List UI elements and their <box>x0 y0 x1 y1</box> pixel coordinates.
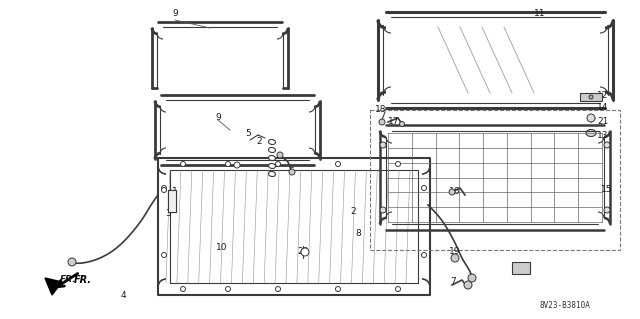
Circle shape <box>275 161 280 167</box>
Text: 12: 12 <box>597 91 609 100</box>
Text: 11: 11 <box>534 10 546 19</box>
Text: 10: 10 <box>216 243 228 253</box>
Text: 19: 19 <box>449 248 461 256</box>
Circle shape <box>180 286 186 292</box>
Text: 20: 20 <box>298 248 308 256</box>
Text: 14: 14 <box>597 102 609 112</box>
Circle shape <box>161 188 166 192</box>
Circle shape <box>449 189 455 195</box>
Circle shape <box>161 253 166 257</box>
Ellipse shape <box>269 147 275 152</box>
Circle shape <box>589 95 593 99</box>
Circle shape <box>380 142 386 148</box>
Text: 8: 8 <box>355 228 361 238</box>
Circle shape <box>399 122 404 127</box>
Circle shape <box>422 253 426 257</box>
Text: 3: 3 <box>165 210 171 219</box>
Circle shape <box>289 169 295 175</box>
Text: 13: 13 <box>597 130 609 139</box>
Circle shape <box>587 114 595 122</box>
Circle shape <box>464 281 472 289</box>
Bar <box>512 262 530 274</box>
Ellipse shape <box>269 163 275 168</box>
Text: 2: 2 <box>350 207 356 217</box>
Text: 7: 7 <box>450 278 456 286</box>
Ellipse shape <box>269 155 275 160</box>
Circle shape <box>396 286 401 292</box>
Text: 6: 6 <box>288 167 294 175</box>
Text: FR.: FR. <box>74 275 92 285</box>
Text: 17: 17 <box>388 117 400 127</box>
Circle shape <box>468 274 476 282</box>
Circle shape <box>380 207 386 213</box>
Circle shape <box>451 254 459 262</box>
Text: 8V23-B3810A: 8V23-B3810A <box>539 301 590 310</box>
Text: FR.: FR. <box>60 276 76 285</box>
Circle shape <box>604 142 610 148</box>
Text: 16: 16 <box>449 188 461 197</box>
Text: 18: 18 <box>375 106 387 115</box>
Text: 4: 4 <box>120 291 126 300</box>
Circle shape <box>604 207 610 213</box>
Circle shape <box>234 162 240 168</box>
Circle shape <box>422 186 426 190</box>
Circle shape <box>275 286 280 292</box>
Text: 15: 15 <box>601 186 612 195</box>
Text: 6: 6 <box>515 265 521 275</box>
Bar <box>580 93 602 101</box>
Text: 9: 9 <box>172 10 178 19</box>
Bar <box>370 110 620 250</box>
Bar <box>168 190 176 212</box>
Circle shape <box>335 161 340 167</box>
Circle shape <box>396 161 401 167</box>
Circle shape <box>225 161 230 167</box>
Text: 9: 9 <box>215 114 221 122</box>
Circle shape <box>68 258 76 266</box>
Circle shape <box>301 248 309 256</box>
Text: 2: 2 <box>256 137 262 145</box>
Polygon shape <box>45 278 62 295</box>
Circle shape <box>161 186 166 190</box>
Text: 21: 21 <box>597 116 609 125</box>
Circle shape <box>335 286 340 292</box>
Circle shape <box>225 286 230 292</box>
Circle shape <box>379 119 385 125</box>
Text: 1: 1 <box>172 188 178 197</box>
Ellipse shape <box>586 130 596 137</box>
Circle shape <box>180 161 186 167</box>
Ellipse shape <box>269 172 275 176</box>
Circle shape <box>277 152 283 158</box>
Text: 5: 5 <box>245 129 251 137</box>
Ellipse shape <box>269 139 275 145</box>
